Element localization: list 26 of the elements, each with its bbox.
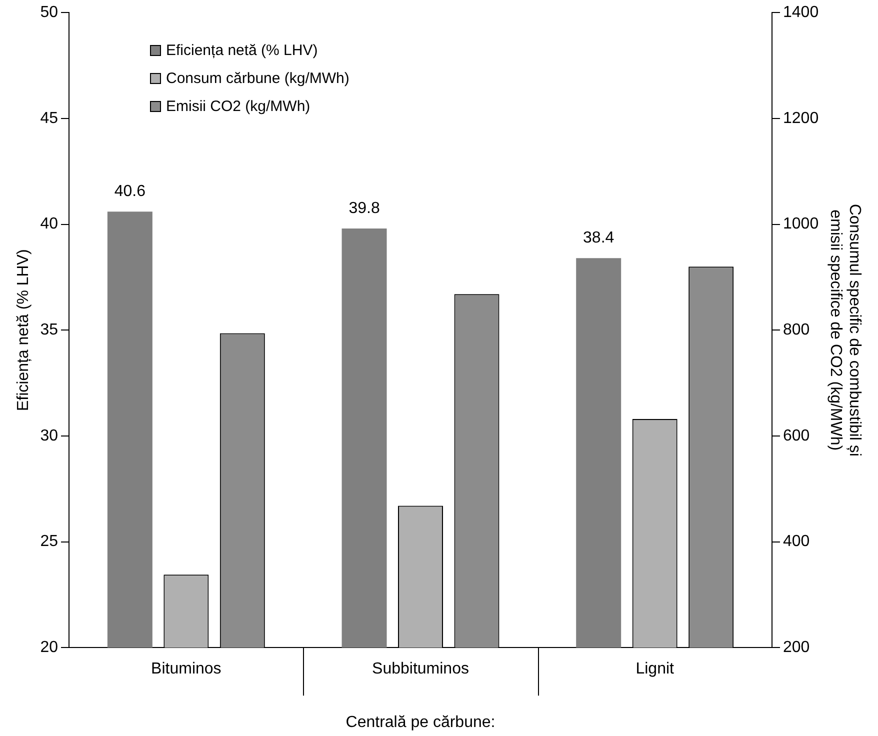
y-tick-label: 20 [40,639,58,656]
y-tick-label: 35 [40,322,58,339]
y-tick-label: 30 [40,427,58,444]
y-tick-label: 50 [40,4,58,22]
legend-label: Consum cărbune (kg/MWh) [165,68,350,88]
y2-axis-title: Consumul specific de combustibil și emisii specifice de CO2 (kg/MWh) [826,204,863,456]
legend-label: Emisii CO2 (kg/MWh) [165,96,312,116]
y2-tick-label: 1000 [783,216,819,233]
y-axis-title: Eficiența netă (% LHV) [15,249,32,412]
data-label: 40.6 [114,182,146,200]
y-tick-label: 40 [40,216,58,233]
y2-tick-label: 800 [783,322,810,339]
y-tick-label: 45 [40,110,58,127]
x-tick-label: Lignit [636,660,675,678]
x-tick-label: Bituminos [151,660,222,678]
x-tick-label: Subbituminos [372,660,469,678]
data-label: 38.4 [583,230,614,247]
y2-tick-label: 1400 [783,4,819,22]
data-label: 39.8 [348,200,380,217]
y2-tick-label: 1200 [783,110,819,127]
y2-tick-label: 200 [783,639,810,656]
y-tick-label: 25 [40,533,58,550]
legend-label: Eficiența netă (% LHV) [165,40,319,60]
x-axis-title: Centrală pe cărbune: [346,714,496,731]
y2-tick-label: 600 [783,427,810,444]
y2-tick-label: 400 [783,533,810,550]
